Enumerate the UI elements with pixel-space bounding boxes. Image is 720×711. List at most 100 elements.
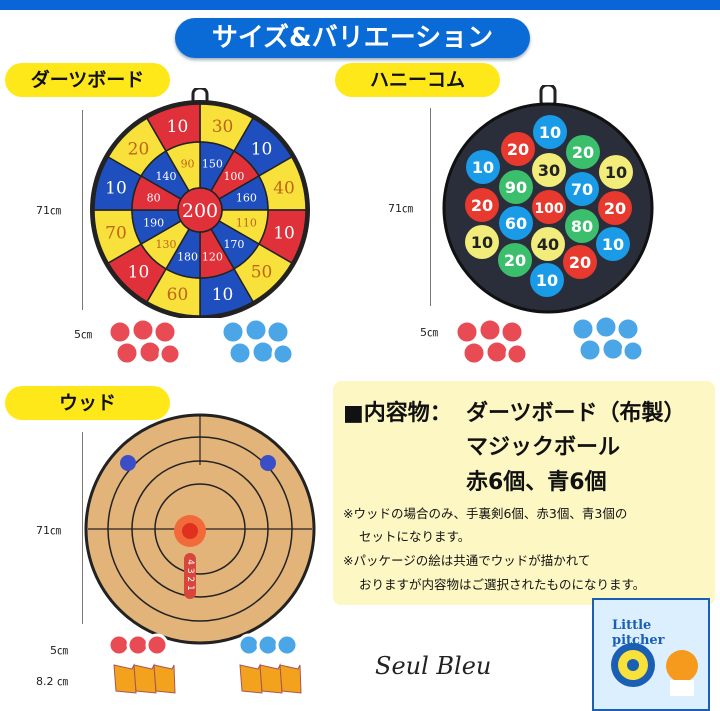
score-circle — [596, 227, 630, 261]
score-circle — [465, 225, 499, 259]
wood-red-balls — [108, 633, 168, 657]
score-circle — [563, 245, 597, 279]
outer-score: 10 — [251, 139, 273, 159]
inner-score: 130 — [156, 238, 177, 251]
wood-scores: 4 3 2 1 — [185, 559, 195, 591]
circle-score: 20 — [504, 251, 526, 270]
package-label: Little pitcher — [612, 618, 665, 648]
score-circle — [466, 150, 500, 184]
package-image: Little pitcher — [592, 598, 710, 711]
bullseye-score: 200 — [182, 200, 218, 222]
outer-score: 30 — [212, 117, 234, 137]
package-child-icon — [666, 650, 698, 696]
circle-score: 10 — [539, 123, 561, 142]
package-dartboard-icon — [611, 643, 655, 687]
inner-score: 160 — [236, 192, 257, 205]
outer-score: 10 — [128, 263, 150, 283]
inner-score: 190 — [143, 216, 164, 229]
outer-score: 60 — [167, 285, 189, 305]
outer-score: 40 — [273, 178, 295, 198]
inner-score: 140 — [156, 170, 177, 183]
circle-score: 70 — [571, 180, 593, 199]
circle-score: 100 — [534, 201, 563, 217]
score-circle — [598, 191, 632, 225]
honeycomb-size: 71㎝ — [388, 202, 413, 215]
top-bar — [0, 0, 720, 10]
bullseye — [177, 187, 223, 233]
inner-score: 180 — [177, 250, 198, 263]
outer-score: 70 — [105, 224, 127, 244]
circle-score: 40 — [537, 235, 559, 254]
inner-score: 150 — [202, 158, 223, 171]
circle-score: 20 — [604, 199, 626, 218]
wood-dimension-line — [82, 432, 83, 624]
outer-score: 10 — [273, 224, 295, 244]
score-circle — [565, 172, 599, 206]
wood-ball-size: 5㎝ — [50, 644, 68, 657]
circle-score: 20 — [569, 253, 591, 272]
red-balls — [107, 318, 182, 366]
score-circle — [532, 190, 566, 224]
score-circle — [465, 188, 499, 222]
wood-board-image: 4 3 2 1 — [84, 413, 316, 645]
score-circle — [531, 227, 565, 261]
inner-score: 80 — [147, 192, 161, 205]
score-circle — [599, 155, 633, 189]
inner-score: 170 — [223, 238, 244, 251]
outer-score: 50 — [251, 263, 273, 283]
label-dartboard: ダーツボード — [5, 63, 170, 97]
inner-score: 100 — [223, 170, 244, 183]
score-circle — [566, 135, 600, 169]
contents-line3: 赤6個、青6個 — [466, 470, 607, 495]
inner-score: 90 — [181, 158, 195, 171]
circle-score: 10 — [605, 163, 627, 182]
label-wood: ウッド — [5, 386, 170, 420]
circle-score: 10 — [536, 271, 558, 290]
circle-score: 10 — [471, 233, 493, 252]
contents-box: ■内容物： ダーツボード（布製） マジックボール 赤6個、青6個 ※ウッドの場合… — [333, 381, 715, 605]
dartboard-image: 3010401050106010701020101501001601101701… — [90, 88, 310, 318]
shuriken-set — [239, 663, 302, 694]
note-1a: ※ウッドの場合のみ、手裏剣6個、赤3個、青3個の — [343, 506, 628, 521]
score-circle — [565, 209, 599, 243]
note-2b: おりますが内容物はご選択されたものになります。 — [359, 577, 646, 592]
wood-blue-balls — [238, 633, 298, 657]
score-circle — [533, 115, 567, 149]
circle-score: 10 — [602, 235, 624, 254]
blue-balls — [570, 315, 645, 363]
dartboard-ball-size: 5㎝ — [74, 328, 92, 341]
score-circle — [532, 153, 566, 187]
blue-balls — [220, 318, 295, 366]
note-1b: セットになります。 — [359, 529, 471, 544]
contents-line1: ダーツボード（布製） — [466, 401, 686, 426]
circle-score: 20 — [572, 143, 594, 162]
score-circle — [501, 132, 535, 166]
honeycomb-image: 10 20 20 10 30 10 90 70 20 100 20 60 80 10 40 10 20 20 10 — [442, 85, 654, 314]
contents-line2: マジックボール — [466, 435, 621, 460]
inner-score: 120 — [202, 250, 223, 263]
circle-score: 90 — [505, 178, 527, 197]
score-circle — [499, 206, 533, 240]
page-title: サイズ&バリエーション — [175, 18, 530, 58]
outer-score: 10 — [167, 117, 189, 137]
outer-score: 10 — [105, 178, 127, 198]
brand-logo: Seul Bleu — [375, 652, 492, 680]
inner-score: 110 — [236, 216, 257, 229]
outer-score: 10 — [212, 285, 234, 305]
dartboard-dimension-line — [82, 110, 83, 310]
note-2a: ※パッケージの絵は共通でウッドが描かれて — [343, 553, 591, 568]
wood-shuriken-size: 8.2 ㎝ — [36, 675, 68, 688]
dartboard-size: 71㎝ — [36, 204, 61, 217]
honeycomb-ball-size: 5㎝ — [420, 326, 438, 339]
circle-score: 20 — [507, 140, 529, 159]
circle-score: 10 — [472, 158, 494, 177]
score-circle — [530, 263, 564, 297]
score-circle — [499, 170, 533, 204]
honeycomb-dimension-line — [430, 108, 431, 306]
shuriken-set — [113, 663, 176, 694]
outer-score: 20 — [128, 139, 150, 159]
circle-score: 60 — [505, 214, 527, 233]
circle-score: 30 — [538, 161, 560, 180]
circle-score: 20 — [471, 196, 493, 215]
red-balls — [454, 318, 529, 366]
